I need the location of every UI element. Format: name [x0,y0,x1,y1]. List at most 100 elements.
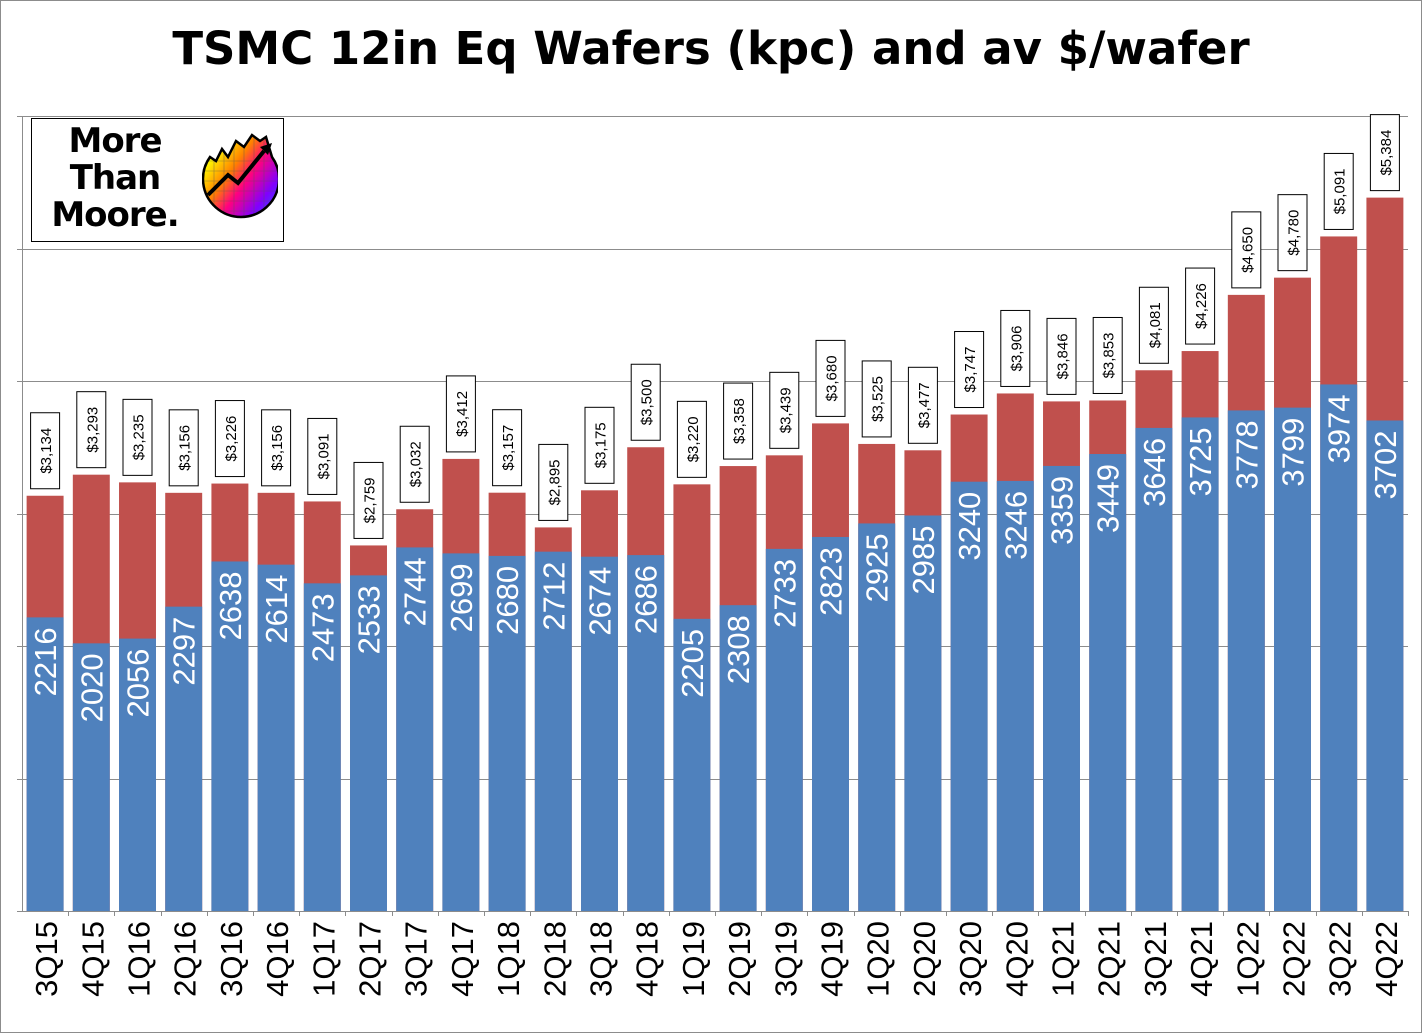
x-tick-label: 1Q17 [306,921,341,997]
wafer-value-label: 2680 [490,566,525,635]
x-tick-label: 3Q16 [214,921,249,997]
price-label-box [399,425,430,503]
price-label-box [723,382,754,460]
price-value-label: $3,156 [269,425,286,471]
x-tick-label: 2Q20 [907,921,942,997]
price-label-box [630,363,661,441]
logo-text: More Than Moore. [40,123,190,234]
price-label-box [538,443,569,521]
price-label-box [1277,194,1308,272]
price-label-box [261,409,292,487]
wafer-bar [627,555,665,911]
wafer-value-label: 2614 [259,575,294,644]
wafer-value-label: 3974 [1322,394,1357,463]
wafer-bar [765,548,803,911]
price-value-label: $2,895 [546,459,563,505]
price-label-box [1000,309,1031,387]
price-label-box [76,391,107,469]
wafer-value-label: 2674 [583,567,618,636]
x-tick-label: 1Q20 [861,921,896,997]
logo-line-1: More [68,121,162,161]
price-value-label: $3,293 [84,407,101,453]
price-label-box [122,398,153,476]
wafer-bar [1043,465,1080,911]
wafer-value-label: 3359 [1045,476,1080,545]
price-label-box [353,461,384,539]
wafer-bar [1181,417,1219,911]
wafer-bar [303,583,341,911]
price-value-label: $3,235 [131,414,148,460]
x-tick-label: 4Q20 [999,921,1034,997]
price-value-label: $3,439 [777,387,794,433]
x-tick-label: 4Q18 [630,921,665,997]
wafer-value-label: 3725 [1183,427,1218,496]
wafer-value-label: 2699 [444,563,479,632]
wafer-value-label: 2823 [814,547,849,616]
wafer-value-label: 2533 [352,585,387,654]
price-label-box [1092,316,1123,394]
wafer-value-label: 2686 [629,565,664,634]
price-value-label: $3,680 [824,355,841,401]
wafer-bar [1366,420,1404,911]
price-label-box [584,406,615,484]
price-label-box [1138,286,1169,364]
wafer-bar [488,555,526,911]
price-label-box [307,417,338,495]
price-label-box [815,339,846,417]
price-value-label: $3,134 [38,428,55,474]
x-tick-label: 3Q19 [768,921,803,997]
wafer-value-label: 2712 [536,562,571,631]
price-value-label: $3,156 [177,425,194,471]
price-value-label: $3,500 [639,379,656,425]
x-tick-label: 4Q16 [260,921,295,997]
price-value-label: $3,358 [731,398,748,444]
wafer-bar [396,547,434,911]
price-value-label: $2,759 [362,477,379,523]
price-label-box [907,366,938,444]
data-labels: 2216 $3,134 2020 $3,293 2056 $3,235 2297 $3,156… [28,114,1403,722]
x-tick-label: 4Q19 [815,921,850,997]
wafer-value-label: 2744 [398,557,433,626]
x-tick-label: 3Q20 [953,921,988,997]
price-label-box [214,400,245,478]
wafer-bar [812,536,849,911]
x-tick-label: 2Q22 [1277,921,1312,997]
price-label-box [492,409,523,487]
wafer-bar [858,523,896,911]
wafer-bar [1089,454,1127,911]
wafer-bar [534,551,572,911]
chart-title: TSMC 12in Eq Wafers (kpc) and av $/wafer [172,22,1250,75]
wafer-bar [211,561,249,911]
x-tick-label: 1Q19 [676,921,711,997]
wafer-value-label: 2473 [305,593,340,662]
price-value-label: $4,650 [1239,227,1256,273]
price-value-label: $3,747 [962,347,979,393]
price-label-box [30,412,61,490]
wafer-value-label: 3449 [1091,464,1126,533]
x-tick-label: 2Q16 [168,921,203,997]
wafer-value-label: 2638 [213,571,248,640]
wafer-value-label: 2733 [767,559,802,628]
wafer-bar [719,605,757,911]
price-label-box [1046,317,1077,395]
wafer-bar [442,553,480,911]
price-value-label: $3,032 [408,441,425,487]
logo-line-3: Moore. [51,195,179,235]
x-tick-label: 2Q21 [1092,921,1127,997]
wafer-value-label: 2020 [74,653,109,722]
rainbow-wafer-icon [202,133,278,219]
price-value-label: $3,477 [916,382,933,428]
more-than-moore-logo: More Than Moore. [31,118,284,242]
wafer-bar [119,638,156,911]
x-tick-label: 4Q22 [1369,921,1404,997]
wafer-bar [1320,384,1358,911]
wafer-bar [581,556,618,911]
wafer-bar [950,481,988,911]
x-tick-label: 3Q22 [1323,921,1358,997]
wafer-value-label: 3799 [1276,418,1311,487]
x-tick-label: 1Q21 [1046,921,1081,997]
wafer-bar [1135,427,1173,911]
x-tick-label: 1Q16 [122,921,157,997]
price-value-label: $3,157 [500,425,517,471]
